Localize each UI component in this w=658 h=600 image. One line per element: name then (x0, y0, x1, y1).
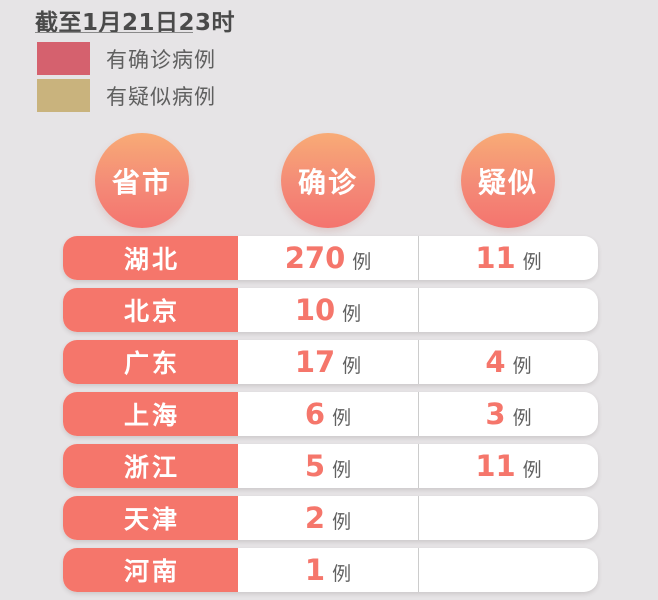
suspected-cell (419, 496, 598, 540)
case-table: 湖北 270 例 11 例 北京 10 例 广东 17 例 (63, 236, 598, 600)
confirmed-count: 6 (304, 397, 326, 431)
table-row: 上海 6 例 3 例 (63, 392, 598, 436)
suspected-count: 4 (485, 345, 506, 379)
unit-label: 例 (342, 303, 362, 325)
title-underline (35, 32, 193, 33)
unit-label: 例 (332, 563, 352, 585)
table-row: 河南 1 例 (63, 548, 598, 592)
confirmed-count: 5 (304, 449, 326, 483)
confirmed-count: 270 (284, 241, 346, 275)
column-header-suspected: 疑似 (461, 133, 555, 228)
confirmed-color-swatch (37, 42, 90, 75)
province-name: 浙江 (123, 453, 180, 482)
province-name: 天津 (123, 505, 180, 534)
province-name: 湖北 (123, 245, 180, 274)
unit-label: 例 (512, 355, 532, 377)
suspected-color-swatch (37, 79, 90, 112)
suspected-count: 3 (485, 397, 506, 431)
confirmed-cell: 17 例 (238, 340, 419, 384)
suspected-cell: 11 例 (419, 236, 598, 280)
confirmed-cell: 5 例 (238, 444, 419, 488)
unit-label: 例 (522, 459, 542, 481)
province-name: 广东 (123, 349, 180, 378)
confirmed-cell: 10 例 (238, 288, 419, 332)
page-title: 截至1月21日23时 (35, 10, 236, 36)
table-row: 湖北 270 例 11 例 (63, 236, 598, 280)
suspected-cell: 4 例 (419, 340, 598, 384)
table-row: 广东 17 例 4 例 (63, 340, 598, 384)
unit-label: 例 (332, 459, 352, 481)
province-cell: 北京 (63, 288, 238, 332)
confirmed-cell: 270 例 (238, 236, 419, 280)
table-row: 浙江 5 例 11 例 (63, 444, 598, 488)
suspected-count: 11 (475, 241, 516, 275)
table-row: 北京 10 例 (63, 288, 598, 332)
unit-label: 例 (352, 251, 372, 273)
suspected-cell: 11 例 (419, 444, 598, 488)
province-name: 上海 (123, 401, 180, 430)
confirmed-count: 17 (294, 345, 336, 379)
unit-label: 例 (512, 407, 532, 429)
confirmed-cell: 1 例 (238, 548, 419, 592)
province-name: 河南 (123, 557, 180, 586)
confirmed-count: 10 (294, 293, 336, 327)
province-name: 北京 (123, 297, 180, 326)
province-cell: 广东 (63, 340, 238, 384)
province-cell: 上海 (63, 392, 238, 436)
suspected-cell: 3 例 (419, 392, 598, 436)
suspected-cell (419, 288, 598, 332)
legend-label: 有确诊病例 (106, 47, 216, 72)
legend-item-suspected: 有疑似病例 (37, 79, 216, 112)
unit-label: 例 (332, 511, 352, 533)
confirmed-count: 2 (304, 501, 326, 535)
confirmed-cell: 6 例 (238, 392, 419, 436)
legend-item-confirmed: 有确诊病例 (37, 42, 216, 75)
unit-label: 例 (342, 355, 362, 377)
province-cell: 河南 (63, 548, 238, 592)
province-cell: 天津 (63, 496, 238, 540)
unit-label: 例 (522, 251, 542, 273)
suspected-count: 11 (475, 449, 516, 483)
column-header-confirmed: 确诊 (281, 133, 375, 228)
column-header-province: 省市 (95, 133, 189, 228)
confirmed-cell: 2 例 (238, 496, 419, 540)
legend-label: 有疑似病例 (106, 84, 216, 109)
province-cell: 湖北 (63, 236, 238, 280)
province-cell: 浙江 (63, 444, 238, 488)
unit-label: 例 (332, 407, 352, 429)
table-row: 天津 2 例 (63, 496, 598, 540)
legend: 有确诊病例 有疑似病例 (37, 42, 216, 116)
confirmed-count: 1 (304, 553, 326, 587)
suspected-cell (419, 548, 598, 592)
